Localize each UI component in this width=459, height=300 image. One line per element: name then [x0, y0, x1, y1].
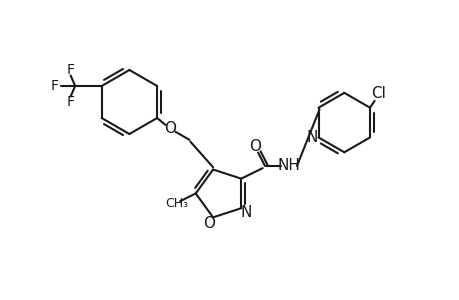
Text: Cl: Cl: [370, 86, 385, 101]
Text: CH₃: CH₃: [165, 197, 188, 210]
Text: N: N: [306, 130, 318, 145]
Text: O: O: [203, 216, 215, 231]
Text: N: N: [241, 205, 252, 220]
Text: O: O: [248, 139, 260, 154]
Text: F: F: [67, 63, 74, 77]
Text: NH: NH: [277, 158, 300, 173]
Text: F: F: [50, 79, 58, 93]
Text: O: O: [163, 121, 175, 136]
Text: F: F: [67, 95, 74, 109]
